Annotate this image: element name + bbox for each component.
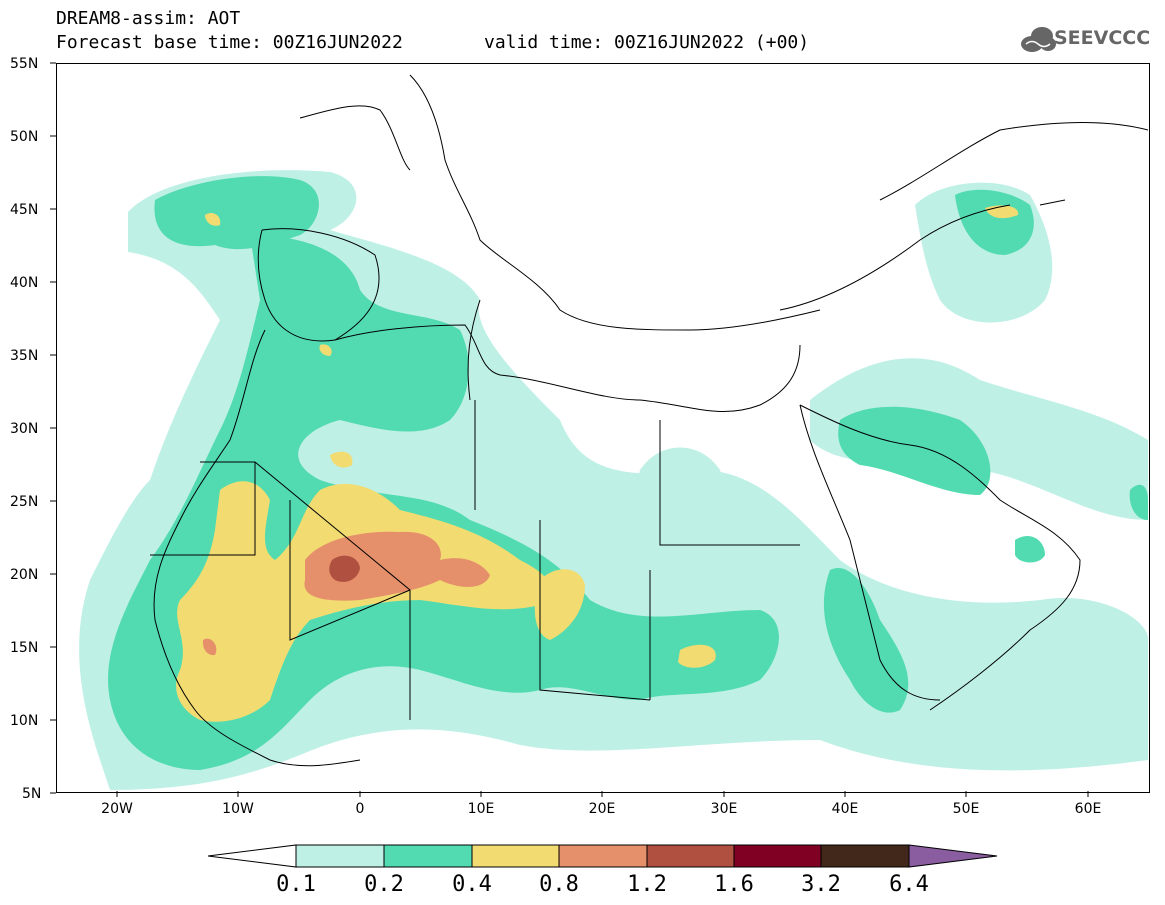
coastlines — [150, 74, 1148, 767]
colorbar-swatch — [646, 844, 735, 868]
aot-level-0.4 — [330, 451, 353, 468]
aot-level-1.2 — [329, 555, 360, 582]
lon-tick: 20E — [589, 801, 616, 817]
colorbar-swatch — [820, 844, 910, 868]
lon-tick: 50E — [953, 801, 980, 817]
lat-tick: 20N — [10, 567, 38, 583]
colorbar-label: 0.8 — [539, 872, 579, 897]
aot-level-0.4 — [678, 644, 716, 668]
colorbar-label: 0.2 — [364, 872, 404, 897]
lat-tick: 35N — [10, 348, 38, 364]
lat-tick: 55N — [10, 56, 38, 72]
aot-level-0.2 — [154, 176, 319, 250]
colorbar-swatch — [558, 844, 648, 868]
lat-tick: 25N — [10, 494, 38, 510]
colorbar-swatch — [295, 844, 385, 868]
aot-level-0.8 — [304, 531, 490, 601]
colorbar-label: 0.4 — [452, 872, 492, 897]
colorbar-label: 1.2 — [627, 872, 667, 897]
aot-level-0.2 — [823, 568, 909, 713]
aot-level-0.4 — [205, 213, 221, 226]
lat-tick: 40N — [10, 275, 38, 291]
valid-time: valid time: 00Z16JUN2022 (+00) — [484, 32, 810, 53]
colorbar-under-arrow — [207, 844, 297, 868]
colorbar-label: 6.4 — [889, 872, 929, 897]
aot-level-0.2 — [955, 189, 1034, 255]
lat-tick: 45N — [10, 202, 38, 218]
aot-level-0.2 — [1015, 535, 1045, 563]
lon-tick: 0 — [356, 801, 365, 817]
lat-tick-marks — [50, 62, 56, 794]
map-frame — [56, 63, 1150, 793]
lon-tick: 20W — [101, 801, 133, 817]
colorbar — [207, 844, 998, 868]
aot-level-0.4 — [534, 569, 585, 640]
cloud-logo-icon — [1021, 27, 1056, 52]
lon-tick: 60E — [1075, 801, 1102, 817]
colorbar-label: 0.1 — [276, 872, 316, 897]
lat-tick: 15N — [10, 640, 38, 656]
lat-tick: 50N — [10, 129, 38, 145]
lat-axis: 55N 50N 45N 40N 35N 30N 25N 20N 15N 10N … — [10, 56, 41, 802]
colorbar-swatch — [383, 844, 473, 868]
lat-tick: 5N — [22, 786, 41, 802]
aot-level-0.2 — [1129, 484, 1148, 520]
map-title: DREAM8-assim: AOT — [56, 8, 241, 29]
aot-level-0.8 — [202, 638, 217, 656]
lon-tick: 40E — [832, 801, 859, 817]
aot-field — [79, 170, 1148, 790]
lon-axis: 20W 10W 0 10E 20E 30E 40E 50E 60E — [101, 801, 1101, 817]
colorbar-swatch — [471, 844, 560, 868]
lat-tick: 10N — [10, 713, 38, 729]
colorbar-over-arrow — [908, 844, 998, 868]
lon-tick: 10W — [222, 801, 254, 817]
colorbar-label: 3.2 — [801, 872, 841, 897]
aot-level-0.4 — [176, 481, 551, 722]
colorbar-swatch — [733, 844, 822, 868]
lat-tick: 30N — [10, 421, 38, 437]
logo-text: SEEVCCC — [1054, 27, 1151, 49]
colorbar-label: 1.6 — [714, 872, 754, 897]
colorbar-labels: 0.1 0.2 0.4 0.8 1.2 1.6 3.2 6.4 — [276, 872, 929, 897]
aot-level-0.4 — [319, 344, 332, 356]
forecast-base-time: Forecast base time: 00Z16JUN2022 — [56, 32, 403, 53]
aot-level-0.2 — [838, 406, 991, 495]
lon-tick: 30E — [711, 801, 738, 817]
lon-tick: 10E — [468, 801, 495, 817]
